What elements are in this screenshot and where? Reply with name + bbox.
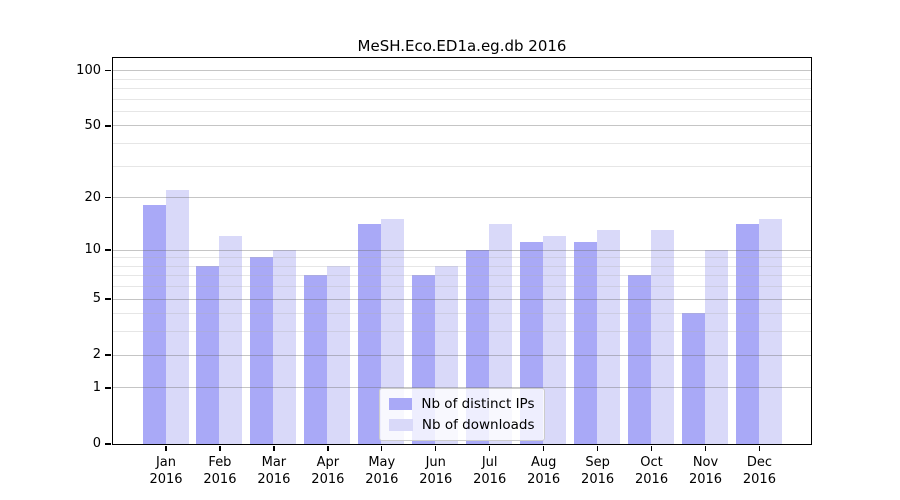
x-tick-label-feb: Feb 2016	[203, 455, 237, 487]
legend-swatch-distinct-ips	[388, 397, 413, 410]
x-tick-mark-apr	[327, 445, 329, 451]
x-tick-label-jul: Jul 2016	[473, 455, 507, 487]
bar-distinct-ips-apr	[304, 275, 328, 444]
minor-gridline-40	[112, 143, 811, 144]
y-tick-mark-1	[105, 387, 111, 389]
y-tick-label-100: 100	[76, 62, 101, 78]
x-tick-mark-aug	[542, 445, 545, 451]
x-tick-mark-oct	[650, 445, 653, 451]
y-tick-label-50: 50	[84, 117, 101, 133]
y-tick-mark-5	[105, 298, 111, 300]
minor-gridline-30	[112, 165, 811, 167]
major-gridline-50	[112, 125, 811, 127]
x-tick-label-may: May 2016	[365, 455, 399, 487]
bar-distinct-ips-feb	[196, 265, 220, 444]
chart-title: MeSH.Eco.ED1a.eg.db 2016	[357, 37, 567, 55]
bar-downloads-may	[381, 219, 405, 444]
legend-label-downloads: Nb of downloads	[421, 416, 535, 433]
y-tick-label-5: 5	[92, 291, 101, 307]
y-tick-mark-20	[105, 196, 111, 199]
legend: Nb of distinct IPs Nb of downloads	[378, 387, 545, 441]
x-tick-mark-feb	[219, 445, 221, 451]
bar-downloads-apr	[327, 265, 351, 444]
plot-area: Nb of distinct IPs Nb of downloads	[111, 56, 812, 445]
bar-distinct-ips-dec	[735, 224, 759, 444]
bar-downloads-aug	[543, 236, 567, 444]
x-tick-label-dec: Dec 2016	[742, 455, 776, 487]
x-tick-mark-jul	[489, 445, 491, 451]
bar-distinct-ips-sep	[574, 242, 598, 444]
minor-gridline-60	[112, 110, 811, 112]
x-tick-label-jun: Jun 2016	[419, 455, 453, 487]
x-tick-mark-mar	[273, 445, 275, 451]
major-gridline-100	[112, 70, 811, 72]
bar-distinct-ips-may	[358, 224, 382, 444]
x-tick-label-oct: Oct 2016	[635, 455, 669, 487]
y-tick-mark-2	[105, 354, 111, 356]
minor-gridline-90	[112, 78, 811, 80]
y-tick-label-10: 10	[84, 241, 101, 257]
legend-swatch-downloads	[388, 418, 413, 431]
bar-downloads-oct	[651, 230, 675, 444]
bar-downloads-feb	[219, 236, 243, 444]
y-tick-mark-100	[105, 69, 111, 72]
x-tick-mark-jan	[165, 445, 167, 451]
y-tick-mark-10	[105, 249, 111, 251]
bar-distinct-ips-mar	[250, 257, 274, 444]
major-gridline-20	[112, 197, 811, 199]
x-tick-mark-dec	[758, 445, 761, 451]
bar-distinct-ips-oct	[628, 275, 652, 444]
y-tick-label-20: 20	[84, 189, 101, 205]
y-tick-label-0: 0	[92, 436, 101, 451]
y-tick-label-2: 2	[92, 347, 101, 363]
legend-item-distinct-ips: Nb of distinct IPs	[388, 395, 535, 412]
bar-downloads-nov	[705, 249, 728, 444]
bar-downloads-sep	[597, 230, 621, 444]
bar-distinct-ips-jan	[142, 205, 166, 444]
x-tick-label-apr: Apr 2016	[311, 455, 345, 487]
x-tick-label-jan: Jan 2016	[149, 455, 183, 487]
x-tick-label-aug: Aug 2016	[527, 455, 561, 487]
bar-downloads-dec	[758, 219, 782, 444]
x-tick-mark-jun	[435, 445, 437, 451]
y-tick-mark-50	[105, 125, 111, 127]
x-tick-mark-sep	[596, 445, 599, 451]
y-tick-label-1: 1	[92, 379, 101, 395]
x-tick-label-sep: Sep 2016	[581, 455, 615, 487]
minor-gridline-70	[112, 98, 811, 100]
bar-downloads-jan	[165, 189, 189, 444]
x-tick-label-nov: Nov 2016	[688, 455, 723, 487]
legend-label-distinct-ips: Nb of distinct IPs	[421, 395, 535, 412]
x-tick-mark-nov	[704, 445, 707, 451]
bar-distinct-ips-nov	[682, 313, 705, 444]
x-tick-label-mar: Mar 2016	[257, 455, 291, 487]
y-tick-mark-0	[105, 443, 111, 445]
minor-gridline-80	[112, 87, 811, 89]
legend-item-downloads: Nb of downloads	[388, 416, 535, 433]
x-tick-mark-may	[381, 445, 383, 451]
bar-downloads-mar	[273, 249, 297, 444]
